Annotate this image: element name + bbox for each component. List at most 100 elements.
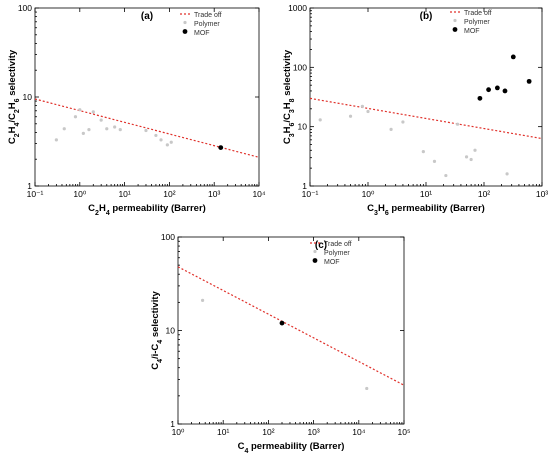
x-tick-label: 10⁴ (352, 427, 365, 437)
y-tick-label: 10 (298, 122, 308, 132)
y-axis-label: C3H6/C3H8 selectivity (282, 49, 296, 144)
y-tick-label: 10 (23, 92, 33, 102)
y-axis-label: C4/i-C4 selectivity (150, 290, 164, 369)
chart-panel-3: 10⁰ 10¹ 10² 10³ 10⁴ 10⁵ 1 10 100 C4 permeability … (150, 232, 410, 455)
polymer-point (401, 120, 405, 124)
legend-marker-swatch (453, 18, 457, 23)
polymer-point (464, 155, 469, 159)
x-tick-label: 10⁻¹ (302, 189, 319, 199)
legend-marker-swatch (313, 249, 317, 254)
polymer-point (87, 128, 91, 132)
y-axis-label: C2H4/C2H6 selectivity (7, 49, 21, 144)
polymer-point (78, 108, 82, 112)
y-tick-label: 100 (161, 232, 175, 242)
panel-label: (c) (315, 240, 327, 251)
x-tick-label: 10⁰ (362, 189, 375, 199)
legend: Trade off Polymer MOF (180, 12, 222, 37)
trade-off-line (34, 98, 260, 158)
polymer-point (365, 386, 369, 391)
polymer-point (165, 143, 169, 147)
mof-point (510, 54, 516, 60)
y-tick-label: 1 (302, 181, 307, 191)
polymer-point (99, 118, 103, 122)
mof-point (279, 320, 285, 326)
legend-marker-swatch (182, 29, 188, 34)
mof-point (218, 145, 224, 151)
x-axis-label: C3H6 permeability (Barrer) (367, 203, 485, 217)
polymer-point (200, 298, 205, 302)
polymer-point (91, 110, 95, 114)
polymer-point (389, 127, 393, 131)
polymer-point (505, 172, 509, 176)
trade-off-line (177, 266, 405, 386)
polymer-point (444, 173, 448, 178)
x-tick-label: 10³ (307, 427, 319, 437)
polymer-point (73, 115, 78, 119)
mof-point (502, 88, 508, 94)
legend-entry: Polymer (194, 21, 220, 28)
chart-panel-2: 10⁻¹ 10⁰ 10¹ 10² 10³ 1 10 100 1000 C3H6 permeabil… (282, 3, 548, 217)
polymer-point (144, 128, 148, 133)
legend: Trade off Polymer MOF (310, 241, 352, 266)
legend-entry: MOF (464, 28, 480, 35)
plot-frame (309, 7, 543, 187)
mof-point (526, 78, 532, 84)
y-tick-label: 1 (170, 419, 175, 429)
mof-point (477, 95, 483, 101)
x-tick-label: 10⁵ (398, 427, 411, 437)
legend-marker-swatch (183, 20, 187, 25)
polymer-point (318, 118, 322, 122)
polymer-point (348, 114, 353, 118)
y-tick-label: 100 (293, 62, 307, 72)
polymer-point (432, 159, 437, 163)
polymer-point (81, 131, 85, 135)
chart-panel-1: 10⁻¹ 10⁰ 10¹ 10² 10³ 10⁴ 1 10 100 C2H4 permeabili… (7, 3, 266, 217)
polymer-point (455, 122, 460, 126)
mof-point (486, 87, 491, 93)
x-tick-label: 10² (163, 189, 175, 199)
y-tick-label: 1 (27, 181, 32, 191)
polymer-point (473, 148, 477, 152)
x-tick-label: 10² (478, 189, 490, 199)
x-axis-label: C4 permeability (Barrer) (238, 441, 345, 455)
polymer-point (159, 138, 163, 142)
y-tick-label: 100 (18, 3, 32, 13)
polymer-point (54, 138, 58, 142)
plot-frame (34, 7, 260, 187)
x-axis-label: C2H4 permeability (Barrer) (88, 203, 206, 217)
legend-entry: MOF (194, 30, 210, 37)
legend-entry: Trade off (324, 241, 352, 248)
x-tick-label: 10² (262, 427, 274, 437)
polymer-point (169, 140, 173, 144)
legend-marker-swatch (312, 258, 318, 263)
legend-entry: Polymer (464, 19, 490, 26)
plot-frame (177, 236, 405, 425)
mof-point (494, 85, 500, 91)
panel-label: (a) (141, 11, 153, 22)
polymer-point (469, 157, 473, 162)
x-tick-label: 10³ (536, 189, 548, 199)
polymer-point (113, 125, 117, 129)
polymer-point (360, 104, 364, 108)
polymer-point (62, 127, 66, 131)
x-tick-label: 10¹ (118, 189, 130, 199)
polymer-point (118, 128, 122, 132)
x-tick-label: 10⁴ (252, 189, 265, 199)
y-tick-label: 1000 (288, 3, 307, 13)
polymer-point (366, 109, 370, 114)
legend-entry: Trade off (194, 12, 222, 19)
x-tick-label: 10¹ (217, 427, 229, 437)
x-tick-label: 10³ (208, 189, 220, 199)
polymer-point (154, 133, 158, 138)
legend-entry: MOF (324, 259, 340, 266)
legend: Trade off Polymer MOF (450, 10, 492, 35)
y-tick-label: 10 (166, 326, 176, 336)
legend-entry: Trade off (464, 10, 492, 17)
polymer-point (421, 149, 425, 154)
legend-entry: Polymer (324, 250, 350, 257)
legend-marker-swatch (452, 27, 458, 32)
x-tick-label: 10¹ (420, 189, 432, 199)
x-tick-label: 10⁰ (172, 427, 185, 437)
x-tick-label: 10⁰ (73, 189, 86, 199)
